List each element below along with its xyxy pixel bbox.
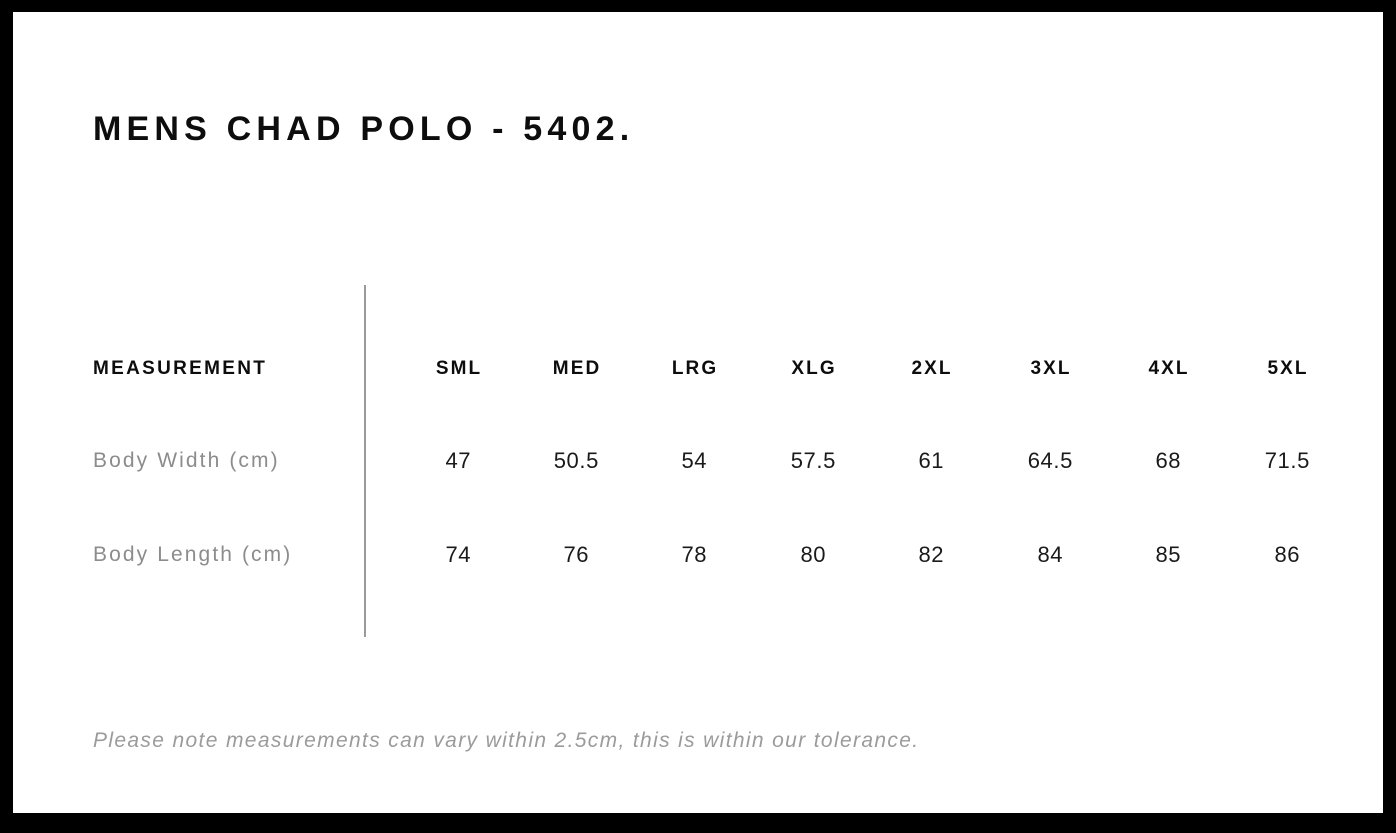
column-header-5xl: 5XL <box>1267 358 1309 379</box>
row-label-body-length: Body Length (cm) <box>93 543 293 566</box>
column-header-sml: SML <box>435 358 483 379</box>
column-header-xlg: XLG <box>791 358 837 379</box>
cell-body-length-5xl: 86 <box>1274 542 1301 567</box>
cell-body-width-4xl: 68 <box>1155 448 1182 473</box>
column-header-med: MED <box>552 358 602 379</box>
cell-body-length-3xl: 84 <box>1037 542 1064 567</box>
cell-body-width-sml: 47 <box>445 448 472 473</box>
size-chart-canvas: MENS CHAD POLO - 5402. MEASUREMENT SML M… <box>13 12 1383 813</box>
row-label-body-width: Body Width (cm) <box>93 449 280 472</box>
cell-body-width-xlg: 57.5 <box>790 448 836 473</box>
size-chart-table: MEASUREMENT SML MED LRG XLG 2XL 3XL 4XL … <box>13 12 1383 813</box>
cell-body-width-2xl: 61 <box>918 448 945 473</box>
column-header-3xl: 3XL <box>1030 358 1072 379</box>
table-row: Body Length (cm) 74 76 78 80 82 84 85 86 <box>13 538 1383 572</box>
table-row: Body Width (cm) 47 50.5 54 57.5 61 64.5 … <box>13 444 1383 478</box>
cell-body-length-med: 76 <box>563 542 590 567</box>
cell-body-length-2xl: 82 <box>918 542 945 567</box>
column-header-measurement: MEASUREMENT <box>93 358 268 379</box>
column-header-2xl: 2XL <box>911 358 953 379</box>
cell-body-width-med: 50.5 <box>553 448 599 473</box>
column-header-4xl: 4XL <box>1148 358 1190 379</box>
tolerance-note: Please note measurements can vary within… <box>93 729 920 752</box>
table-header-row: MEASUREMENT SML MED LRG XLG 2XL 3XL 4XL … <box>13 352 1383 386</box>
cell-body-length-4xl: 85 <box>1155 542 1182 567</box>
cell-body-width-3xl: 64.5 <box>1027 448 1073 473</box>
page-title: MENS CHAD POLO - 5402. <box>93 110 635 148</box>
cell-body-width-lrg: 54 <box>681 448 708 473</box>
column-header-lrg: LRG <box>671 358 719 379</box>
cell-body-length-sml: 74 <box>445 542 472 567</box>
cell-body-width-5xl: 71.5 <box>1264 448 1310 473</box>
cell-body-length-lrg: 78 <box>681 542 708 567</box>
cell-body-length-xlg: 80 <box>800 542 827 567</box>
column-divider <box>364 285 366 637</box>
